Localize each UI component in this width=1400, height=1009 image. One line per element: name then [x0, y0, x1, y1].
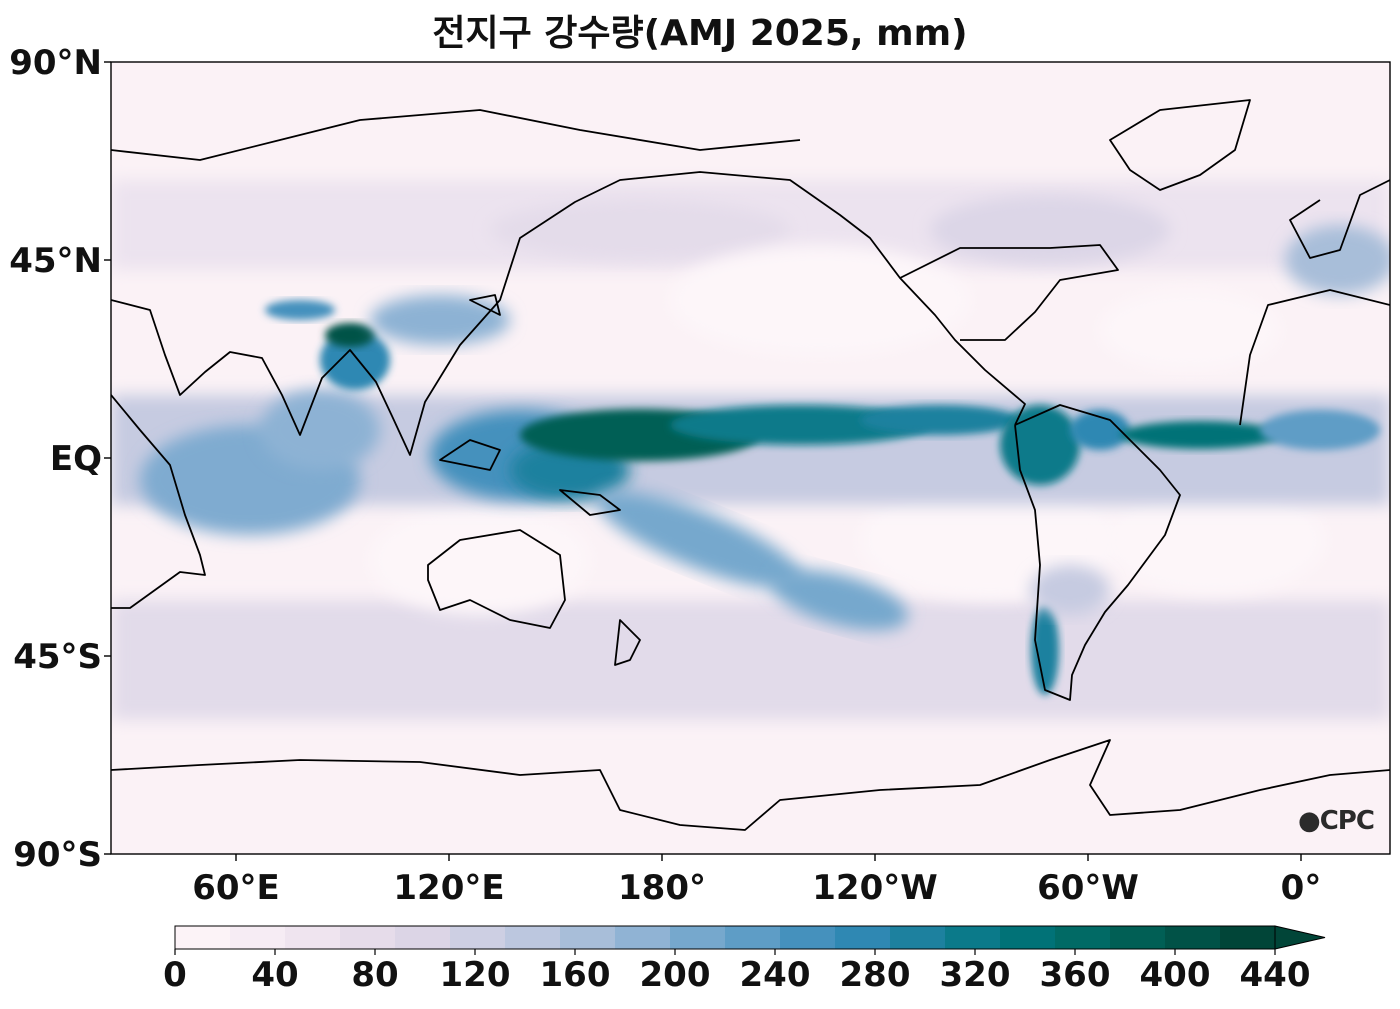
colorbar-label: 240 [739, 955, 811, 995]
colorbar [174, 925, 1326, 955]
colorbar-segment [835, 926, 891, 949]
colorbar-label: 440 [1239, 955, 1311, 995]
colorbar-segment [1055, 926, 1111, 949]
colorbar-extend-arrow [1274, 925, 1326, 950]
x-tick-label: 180° [618, 868, 706, 908]
colorbar-segment [285, 926, 341, 949]
map-title: 전지구 강수량(AMJ 2025, mm) [432, 13, 968, 54]
x-tick-label: 60°E [192, 868, 280, 908]
colorbar-segment [395, 926, 451, 949]
colorbar-segment [1165, 926, 1221, 949]
colorbar-segment [1220, 926, 1276, 949]
colorbar-segment [1110, 926, 1166, 949]
colorbar-label: 280 [839, 955, 911, 995]
colorbar-label: 120 [439, 955, 511, 995]
colorbar-segment [450, 926, 506, 949]
colorbar-label: 400 [1139, 955, 1211, 995]
colorbar-label: 320 [939, 955, 1011, 995]
colorbar-segment [890, 926, 946, 949]
colorbar-label: 160 [539, 955, 611, 995]
y-tick-label: 90°N [9, 43, 102, 83]
colorbar-label: 80 [351, 955, 399, 995]
logo-text: CPC [1319, 806, 1375, 836]
colorbar-segment [780, 926, 836, 949]
axis-ticks [104, 61, 1302, 861]
y-tick-label: 90°S [13, 835, 102, 875]
colorbar-segment [945, 926, 1001, 949]
y-tick-label: 45°N [9, 241, 102, 281]
colorbar-label: 200 [639, 955, 711, 995]
colorbar-label: 360 [1039, 955, 1111, 995]
colorbar-segment [725, 926, 781, 949]
colorbar-segment [230, 926, 286, 949]
x-tick-label: 120°E [393, 868, 505, 908]
colorbar-segment [670, 926, 726, 949]
y-tick-label: EQ [49, 439, 102, 479]
coastlines [111, 99, 1390, 831]
colorbar-segment [505, 926, 561, 949]
precipitation-field [111, 62, 1390, 854]
cpc-logo: ●CPC [1298, 806, 1375, 836]
colorbar-label: 0 [163, 955, 187, 995]
y-tick-label: 45°S [13, 637, 102, 677]
colorbar-segment [1000, 926, 1056, 949]
colorbar-segment [175, 926, 231, 949]
colorbar-segment [340, 926, 396, 949]
colorbar-frame [174, 925, 1276, 950]
x-tick-label: 0° [1280, 868, 1322, 908]
colorbar-segment [560, 926, 616, 949]
colorbar-label: 40 [251, 955, 299, 995]
x-tick-label: 60°W [1037, 868, 1139, 908]
colorbar-segment [615, 926, 671, 949]
x-tick-label: 120°W [812, 868, 938, 908]
